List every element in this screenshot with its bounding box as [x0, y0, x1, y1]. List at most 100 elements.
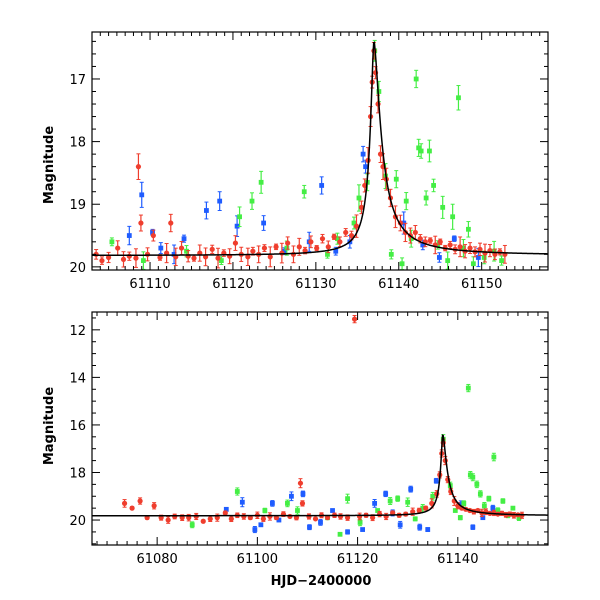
marker-red [437, 239, 443, 245]
marker-red [172, 513, 178, 520]
data-point-green-bottom-28 [491, 452, 497, 462]
data-point-red-top-46 [358, 200, 365, 215]
data-point-green-top-8 [301, 184, 307, 199]
marker-red [319, 236, 326, 242]
marker-red [232, 240, 239, 246]
marker-red [477, 246, 483, 252]
marker-green [237, 214, 242, 220]
marker-red [126, 253, 132, 259]
marker-red [412, 229, 418, 236]
data-point-red-top-69 [447, 240, 453, 249]
marker-red [344, 515, 351, 521]
data-point-blue-top-15 [360, 145, 366, 163]
data-point-red-bottom-14 [222, 510, 228, 516]
data-point-blue-top-0 [126, 225, 132, 246]
data-point-blue-bottom-8 [307, 524, 312, 531]
marker-green [416, 145, 422, 151]
data-point-red-bottom-11 [200, 518, 206, 524]
marker-blue [239, 499, 245, 505]
marker-blue [281, 248, 287, 254]
marker-blue [363, 164, 368, 170]
marker-red [447, 242, 453, 248]
marker-blue [475, 255, 481, 260]
marker-red [370, 515, 376, 521]
data-point-red-top-71 [457, 236, 463, 258]
marker-red [416, 507, 422, 514]
marker-blue [276, 517, 282, 523]
data-point-green-bottom-1 [234, 487, 240, 496]
marker-green [284, 245, 290, 251]
data-point-green-top-17 [388, 249, 394, 260]
data-point-red-bottom-35 [351, 315, 358, 324]
marker-red [207, 516, 213, 522]
data-point-green-top-11 [351, 216, 357, 230]
marker-green [109, 239, 115, 245]
data-point-red-top-10 [150, 229, 156, 242]
marker-red [150, 232, 156, 239]
data-point-red-bottom-6 [165, 516, 171, 524]
marker-green [189, 522, 195, 528]
marker-red [353, 223, 360, 229]
marker-green [430, 493, 436, 499]
data-point-blue-top-20 [451, 235, 457, 242]
plot-frame-top [91, 31, 549, 271]
x-tick-label: 61100 [237, 552, 278, 567]
marker-red [193, 513, 199, 520]
x-axis-label-bottom: HJD−2400000 [271, 574, 372, 589]
data-point-blue-bottom-23 [480, 515, 486, 521]
data-point-blue-top-9 [261, 215, 267, 231]
marker-blue [319, 183, 325, 188]
marker-red [267, 513, 273, 520]
data-point-green-bottom-19 [457, 515, 463, 521]
marker-red [299, 500, 306, 506]
marker-blue [372, 500, 378, 506]
marker-red [343, 229, 349, 236]
data-point-blue-bottom-6 [289, 491, 294, 502]
data-point-red-top-38 [314, 245, 320, 252]
marker-green [413, 76, 419, 82]
marker-green [461, 500, 467, 506]
marker-blue [383, 491, 389, 497]
marker-red [137, 498, 143, 504]
marker-green [258, 179, 264, 185]
data-point-red-top-65 [427, 237, 433, 244]
data-point-red-bottom-4 [151, 502, 157, 510]
marker-green [465, 385, 471, 391]
data-point-blue-bottom-10 [330, 508, 335, 513]
marker-red [497, 249, 503, 255]
marker-green [249, 198, 255, 204]
data-point-green-top-31 [450, 203, 456, 230]
marker-green [387, 498, 393, 504]
data-point-green-top-5 [249, 192, 255, 210]
x-tick-label: 61120 [212, 277, 253, 292]
data-point-blue-bottom-18 [417, 523, 423, 531]
marker-blue [158, 245, 164, 251]
data-point-green-bottom-7 [345, 493, 350, 504]
data-point-red-top-1 [99, 256, 105, 265]
data-point-green-top-26 [427, 139, 432, 163]
data-point-blue-bottom-16 [397, 520, 403, 529]
marker-green [376, 89, 382, 94]
marker-green [405, 499, 411, 505]
data-point-blue-bottom-7 [300, 490, 306, 498]
marker-red [312, 516, 319, 522]
marker-green [510, 505, 516, 511]
data-point-green-bottom-32 [510, 505, 516, 511]
data-point-red-top-35 [296, 237, 302, 256]
data-point-red-bottom-1 [129, 505, 135, 511]
marker-green [375, 508, 381, 513]
marker-red [285, 240, 291, 246]
y-tick-label: 17 [69, 73, 86, 88]
marker-blue [181, 236, 187, 242]
marker-blue [360, 151, 366, 157]
marker-green [500, 498, 506, 504]
y-tick-label: 18 [69, 466, 86, 481]
data-point-red-top-6 [133, 248, 139, 268]
data-point-red-top-3 [115, 240, 121, 256]
marker-blue [397, 522, 403, 528]
marker-red [168, 220, 174, 226]
marker-green [395, 496, 401, 502]
marker-green [295, 508, 300, 513]
marker-green [427, 148, 432, 154]
